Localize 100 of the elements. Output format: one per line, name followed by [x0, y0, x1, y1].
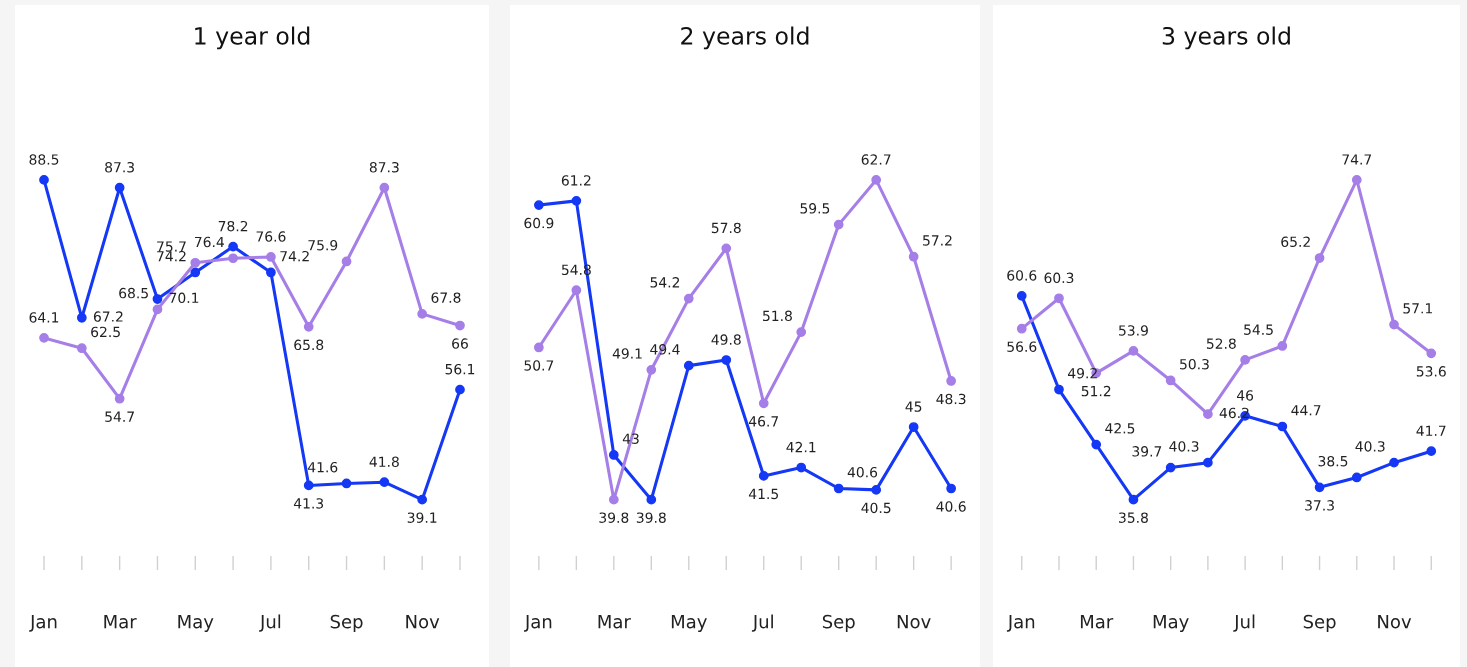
point	[796, 462, 807, 473]
data-label: 59.5	[800, 203, 830, 214]
data-label: 53.9	[1119, 325, 1148, 336]
data-label: 87.3	[369, 162, 399, 173]
x-tick-label: Jan	[524, 615, 552, 632]
point	[228, 241, 238, 252]
point	[871, 485, 882, 495]
point	[1165, 462, 1176, 473]
x-tick-label: Mar	[1080, 615, 1114, 629]
point	[1165, 375, 1176, 386]
point	[341, 256, 352, 267]
data-label: 46	[1236, 390, 1254, 401]
data-label: 76.4	[194, 236, 224, 248]
data-label: 50.3	[1180, 358, 1209, 370]
point	[796, 327, 807, 337]
x-tick-label: May	[178, 615, 214, 632]
point	[114, 182, 125, 193]
data-label: 62.7	[861, 154, 891, 165]
x-tick-label: Nov	[1378, 615, 1412, 629]
data-label: 45	[905, 401, 922, 412]
data-label: 41.7	[1416, 425, 1446, 436]
data-label: 40.3	[1169, 441, 1199, 452]
x-tick-label: Jul	[751, 614, 773, 632]
point	[908, 251, 919, 262]
x-tick-label: Jan	[1006, 615, 1035, 632]
data-label: 41.8	[369, 456, 399, 467]
data-label: 48.3	[936, 393, 966, 405]
data-label: 61.2	[561, 175, 591, 186]
point	[646, 364, 657, 375]
data-label: 50.7	[524, 360, 554, 371]
point	[571, 285, 582, 296]
data-label: 35.8	[1119, 512, 1148, 523]
data-label: 52.8	[1206, 338, 1236, 349]
data-label: 56.1	[445, 363, 475, 375]
data-label: 60.9	[524, 217, 554, 229]
data-label: 41.5	[748, 488, 778, 500]
point	[1054, 384, 1064, 395]
point	[379, 477, 390, 488]
data-label: 39.1	[407, 512, 437, 523]
point	[721, 243, 732, 254]
point	[190, 267, 201, 278]
data-label: 65.8	[294, 339, 324, 351]
point	[152, 304, 163, 315]
point	[190, 257, 201, 268]
data-label: 38.5	[1318, 455, 1348, 467]
point	[1277, 341, 1288, 351]
point	[303, 480, 314, 491]
point	[683, 360, 694, 371]
data-label: 42.5	[1105, 423, 1135, 434]
point	[1054, 293, 1064, 304]
point	[39, 332, 49, 343]
x-tick-label: Jan	[29, 615, 57, 632]
data-label: 60.3	[1044, 272, 1074, 284]
x-tick-label: May	[1153, 615, 1189, 632]
x-tick-label: Mar	[104, 615, 137, 629]
point	[721, 355, 732, 365]
point	[455, 320, 465, 331]
point	[608, 494, 619, 505]
point	[871, 175, 882, 185]
data-label: 53.6	[1416, 366, 1446, 377]
data-label: 51.8	[763, 310, 792, 322]
point	[379, 182, 390, 193]
point	[833, 483, 844, 494]
data-label: 68.5	[119, 287, 148, 299]
data-label: 57.8	[711, 222, 741, 234]
point	[1016, 290, 1027, 301]
data-label: 75.9	[308, 239, 338, 251]
point	[908, 422, 919, 432]
x-tick-label: Nov	[897, 615, 931, 629]
data-label: 51.2	[1081, 385, 1111, 397]
point	[534, 200, 544, 210]
point	[1426, 446, 1437, 457]
point	[1091, 439, 1102, 450]
point	[39, 175, 49, 185]
data-label: 75.7	[157, 241, 186, 252]
data-label: 57.2	[923, 235, 952, 246]
point	[1203, 457, 1213, 468]
point	[1389, 319, 1399, 330]
point	[228, 253, 238, 264]
point	[1277, 421, 1288, 432]
data-label: 64.1	[29, 312, 59, 323]
data-label: 40.5	[861, 502, 891, 514]
x-tick-label: Nov	[406, 615, 440, 629]
x-tick-label: May	[671, 615, 707, 632]
point	[1128, 494, 1139, 505]
data-label: 49.1	[612, 348, 642, 359]
x-tick-label: Sep	[330, 614, 363, 632]
point	[114, 393, 125, 404]
chart-title: 3 years old	[1162, 26, 1290, 50]
data-label: 70.1	[169, 292, 199, 304]
point	[76, 312, 87, 323]
data-label: 54.2	[650, 277, 680, 288]
point	[534, 342, 544, 353]
data-label: 74.7	[1342, 154, 1372, 165]
point	[1203, 409, 1213, 420]
data-label: 74.2	[280, 250, 309, 262]
point	[608, 450, 619, 460]
data-label: 54.7	[105, 411, 134, 422]
x-tick-label: Sep	[1303, 614, 1336, 632]
data-label: 39.8	[599, 512, 629, 523]
